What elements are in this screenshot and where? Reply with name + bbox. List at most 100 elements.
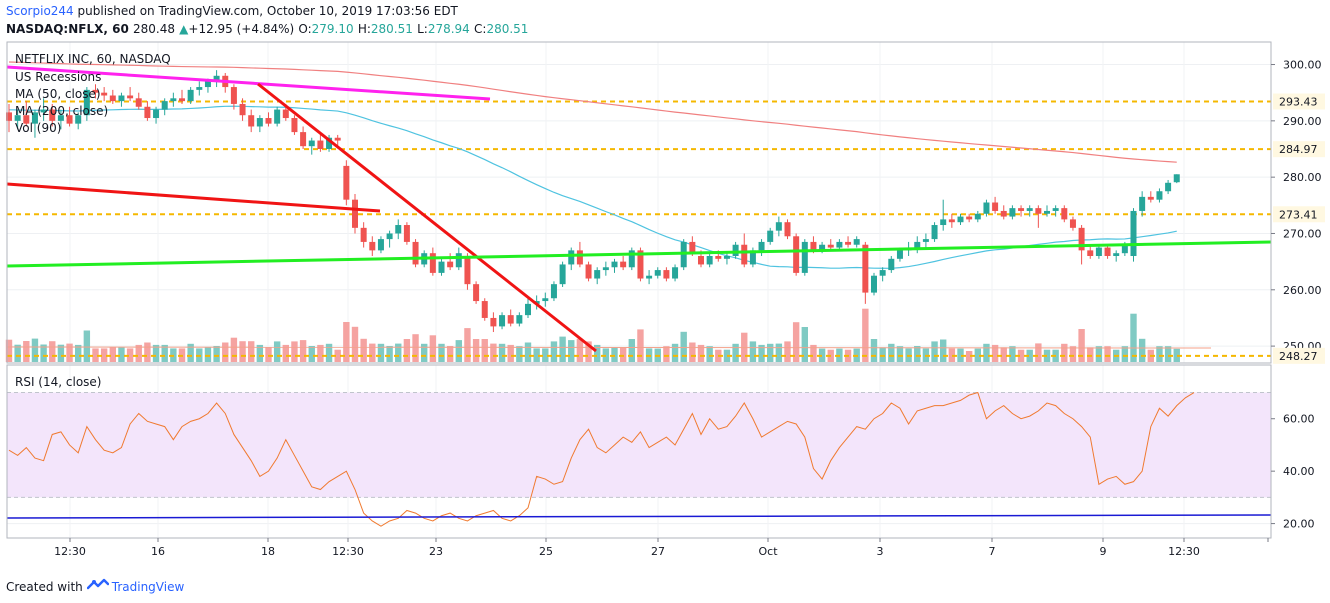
volume-bar <box>533 348 540 362</box>
candle-body <box>966 216 973 220</box>
candle <box>723 253 730 265</box>
volume-bar <box>308 346 315 362</box>
price-level-label: 248.27 <box>1279 350 1318 363</box>
volume-bar <box>931 341 938 362</box>
candle <box>784 219 791 240</box>
publication-info: Scorpio244 published on TradingView.com,… <box>6 4 458 18</box>
candle-body <box>507 315 514 324</box>
candle <box>334 134 341 147</box>
low-value: 278.94 <box>427 22 470 36</box>
red-trendline-descending[interactable] <box>257 82 597 353</box>
candle-body <box>1087 250 1094 256</box>
volume-bar <box>248 341 255 362</box>
magenta-trendline[interactable] <box>6 65 491 101</box>
red-trendline-upper[interactable] <box>6 182 381 213</box>
candle-body <box>706 256 713 265</box>
candle-body <box>412 241 419 265</box>
volume-bar <box>983 343 990 362</box>
time-axis[interactable]: 12:30 16 18 12:30 23 25 27 Oct 3 7 9 12:30 <box>54 538 1269 558</box>
candle <box>291 115 298 135</box>
candle-body <box>732 244 739 256</box>
candle <box>1165 179 1172 195</box>
candle-body <box>403 225 410 242</box>
volume-bar <box>351 326 359 362</box>
price-panel-frame <box>6 41 1272 364</box>
candle <box>966 213 973 223</box>
volume-bar <box>161 344 168 362</box>
candle-body <box>282 109 289 119</box>
candle-body <box>49 109 56 121</box>
candle-body <box>144 106 151 119</box>
volume-bar <box>1156 346 1163 362</box>
candle <box>352 194 358 234</box>
volume-bar <box>187 343 194 362</box>
candle-body <box>438 261 445 273</box>
close-label: C: <box>474 22 487 36</box>
candle-body <box>516 315 523 324</box>
candle-body <box>845 241 852 245</box>
candle <box>196 81 203 96</box>
candle <box>326 134 333 152</box>
candle <box>109 89 116 104</box>
candle <box>568 247 575 271</box>
candle <box>213 70 220 88</box>
candle <box>663 267 670 282</box>
volume-bar <box>697 344 705 362</box>
volume-bar <box>1026 349 1033 362</box>
candle <box>1044 205 1050 217</box>
tradingview-link[interactable]: TradingView <box>111 579 185 594</box>
price-tick-label: 270.00 <box>1283 227 1322 240</box>
volume-bar <box>230 337 238 362</box>
volume-bar <box>559 336 566 362</box>
volume-bar <box>31 338 39 362</box>
rsi-blue-trendline[interactable] <box>6 514 1272 519</box>
candle-body <box>256 118 263 127</box>
candle <box>170 92 177 107</box>
volume-bar <box>706 346 713 362</box>
price-level-label: 273.41 <box>1279 208 1318 221</box>
volume-bar <box>1017 349 1025 362</box>
candle-body <box>1035 208 1042 214</box>
volume-bar <box>23 341 30 362</box>
candle-body <box>542 298 549 302</box>
candle <box>447 253 454 271</box>
candle <box>83 87 90 121</box>
author-link[interactable]: Scorpio244 <box>6 4 74 18</box>
candle <box>1113 250 1120 262</box>
candle <box>1139 191 1146 217</box>
candle <box>793 233 800 276</box>
candle <box>1095 244 1102 259</box>
candle-body <box>326 137 333 149</box>
candle-body <box>775 222 782 231</box>
candle <box>230 84 237 110</box>
volume-bar <box>948 348 956 362</box>
candle <box>403 222 410 245</box>
candle-body <box>1156 191 1163 200</box>
time-tick-label: 12:30 <box>54 545 86 558</box>
volume-bar <box>325 343 333 362</box>
candle <box>153 106 160 124</box>
candle <box>732 241 739 259</box>
candle-body <box>473 284 480 302</box>
candle-body <box>360 227 367 242</box>
price-level-label: 284.97 <box>1279 143 1318 156</box>
candle <box>1130 208 1137 262</box>
rsi-axis[interactable]: 20.00 40.00 60.00 <box>1271 413 1315 531</box>
time-tick-label: 9 <box>1100 545 1107 558</box>
volume-bar <box>455 340 462 362</box>
volume-bar <box>818 348 826 362</box>
legend: NETFLIX INC, 60, NASDAQ US Recessions MA… <box>15 52 171 389</box>
candle <box>274 106 281 127</box>
rsi-tick-label: 40.00 <box>1283 465 1315 478</box>
open-value: 279.10 <box>311 22 354 36</box>
candle-body <box>888 258 895 271</box>
green-trendline[interactable] <box>6 240 1272 268</box>
candle <box>144 101 151 121</box>
rsi-line <box>8 391 1195 527</box>
candle-body <box>1069 219 1076 228</box>
volume-bar <box>671 343 679 362</box>
candle-body <box>741 244 748 265</box>
candle <box>845 236 852 248</box>
volume-bar <box>498 343 506 362</box>
